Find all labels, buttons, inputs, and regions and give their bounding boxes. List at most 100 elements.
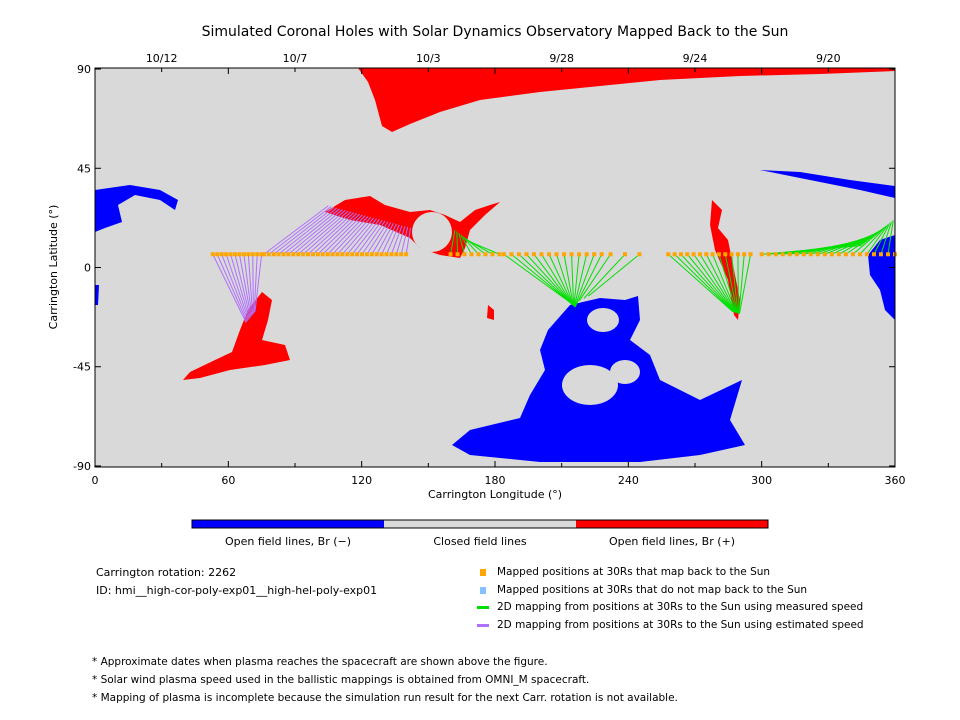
mapping-line-measured (450, 229, 456, 255)
south-hole-island-2 (562, 365, 618, 405)
mapped-point (685, 252, 690, 257)
south-hole-island-1 (587, 308, 619, 332)
mapped-point (455, 252, 460, 257)
mapping-line-estimated (230, 254, 250, 319)
mapping-line-measured (571, 254, 575, 306)
top-date-label: 9/28 (549, 52, 574, 65)
west-negative-strip (95, 285, 99, 305)
top-date-label: 9/24 (683, 52, 708, 65)
mapping-line-measured (541, 254, 573, 305)
mapping-line-measured (738, 254, 752, 314)
x-tick-label: 0 (92, 474, 99, 487)
mapped-point (808, 252, 813, 257)
mapping-line-estimated (322, 214, 363, 255)
mapped-point (291, 252, 296, 257)
mapping-line-measured (731, 254, 739, 314)
mapped-point (836, 252, 841, 257)
mapped-point (716, 252, 721, 257)
mapped-point (364, 252, 369, 257)
mapped-point (448, 252, 453, 257)
mapping-line-measured (588, 253, 640, 297)
mapped-point (404, 252, 409, 257)
mapping-line-measured (699, 254, 736, 313)
top-date-label: 10/7 (283, 52, 308, 65)
mapping-line-measured (686, 253, 735, 313)
mapped-point (469, 252, 474, 257)
mapping-line-measured (579, 253, 611, 301)
mapped-point (483, 252, 488, 257)
legend-mapped: Mapped positions at 30Rs that map back t… (497, 566, 771, 578)
mapping-line-measured (718, 254, 738, 314)
mapped-point (497, 252, 502, 257)
mapping-line-estimated (297, 210, 349, 255)
legend-estimated-swatch (477, 624, 489, 627)
mapped-point (554, 252, 559, 257)
mapping-line-estimated (341, 217, 375, 255)
mapped-point (691, 252, 696, 257)
mapping-line-estimated (332, 216, 369, 255)
mapped-point (399, 252, 404, 257)
mapped-point (246, 252, 251, 257)
mapped-point (864, 252, 869, 257)
mapping-line-estimated (288, 209, 343, 255)
y-tick-label: 90 (77, 63, 91, 76)
mapped-point (766, 252, 771, 257)
mapping-line-measured (852, 226, 885, 255)
mapping-line-estimated (254, 254, 263, 312)
mapping-line-measured (668, 253, 734, 312)
mapped-point (266, 252, 271, 257)
mapping-line-measured (573, 254, 588, 307)
mapped-point (672, 252, 677, 257)
mapping-line-measured (503, 253, 571, 304)
mapped-point (384, 252, 389, 257)
mapping-line-measured (456, 231, 459, 255)
mapped-point (871, 252, 876, 257)
mapped-point (369, 252, 374, 257)
mapping-line-measured (724, 254, 738, 314)
mapped-point (885, 252, 890, 257)
mapping-line-estimated (395, 226, 406, 255)
mapping-line-measured (518, 253, 572, 304)
axes: 0 60 120 180 240 300 360 90 45 0 -45 -90 10/12 10/7 10… (73, 52, 905, 487)
mapped-point (501, 252, 506, 257)
mapped-point (250, 252, 255, 257)
south-hole-island-3 (610, 360, 640, 384)
colorbar-frame (191, 519, 769, 529)
mapping-line-measured (680, 253, 735, 313)
chart-title: Simulated Coronal Holes with Solar Dynam… (202, 24, 789, 40)
mapped-point (224, 252, 229, 257)
x-tick-label: 240 (618, 474, 639, 487)
mapping-line-estimated (307, 212, 355, 255)
colorbar-label-negative: Open field lines, Br (−) (225, 535, 351, 548)
mapped-point (697, 252, 702, 257)
mapped-point (379, 252, 384, 257)
mapped-point (539, 252, 544, 257)
top-date-label: 10/3 (416, 52, 441, 65)
mapping-line-estimated (366, 221, 389, 255)
mapping-line-estimated (381, 223, 397, 255)
note-1: * Approximate dates when plasma reaches … (92, 656, 548, 668)
mapped-point (335, 252, 340, 257)
mapping-points (210, 252, 897, 257)
mapping-line-estimated (361, 220, 386, 255)
mapped-point (320, 252, 325, 257)
colorbar-negative (192, 520, 384, 528)
x-tick-label: 60 (221, 474, 235, 487)
mapped-point (592, 252, 597, 257)
run-id: ID: hmi__high-cor-poly-exp01__high-hel-p… (96, 584, 378, 597)
mapped-point (524, 252, 529, 257)
mapping-line-estimated (238, 254, 252, 317)
mapping-line-estimated (351, 219, 380, 255)
mapped-point (355, 252, 360, 257)
mapped-point (748, 252, 753, 257)
mapping-line-measured (458, 233, 466, 255)
note-3: * Mapping of plasma is incomplete becaus… (92, 692, 678, 704)
mapping-line-measured (712, 254, 737, 313)
top-date-label: 10/12 (146, 52, 178, 65)
mapped-point (780, 252, 785, 257)
mapped-point (857, 252, 862, 257)
mapped-point (271, 252, 276, 257)
legend-measured-swatch (477, 606, 489, 609)
mapped-point (704, 252, 709, 257)
